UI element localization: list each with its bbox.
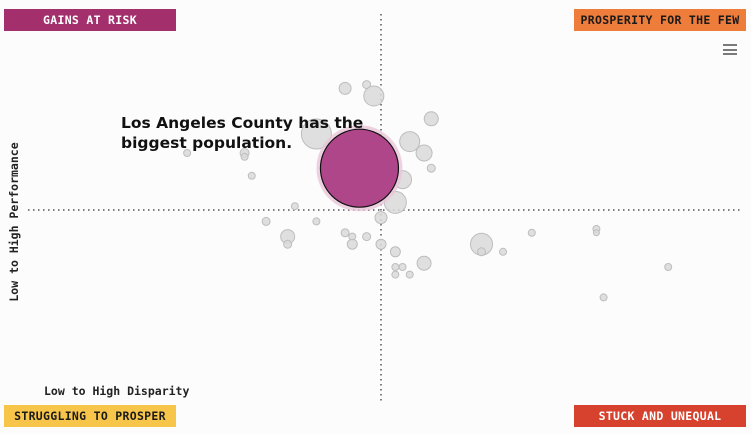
county-point-25[interactable] [375, 238, 387, 250]
county-point-20[interactable] [283, 239, 293, 249]
county-point-4[interactable] [423, 111, 439, 127]
county-point-3[interactable] [363, 85, 385, 107]
county-point-36[interactable] [391, 270, 400, 279]
y-axis-label: Low to High Performance [7, 142, 21, 302]
quadrant-label-gains-at-risk: GAINS AT RISK [4, 9, 176, 31]
quadrant-label-prosperity-for-the-few: PROSPERITY FOR THE FEW [574, 9, 746, 31]
highlight-point-los-angeles-county[interactable] [319, 128, 400, 208]
county-point-33[interactable] [416, 255, 432, 271]
county-point-37[interactable] [405, 270, 414, 279]
county-point-6[interactable] [399, 131, 421, 153]
county-point-7[interactable] [415, 144, 433, 162]
highlight-point-group [316, 125, 403, 212]
county-point-21[interactable] [340, 228, 350, 238]
county-point-5[interactable] [300, 118, 332, 150]
county-point-29[interactable] [499, 247, 508, 256]
county-point-23[interactable] [362, 232, 372, 242]
county-point-26[interactable] [389, 246, 401, 258]
county-point-38[interactable] [664, 263, 673, 271]
county-point-18[interactable] [374, 211, 388, 225]
county-point-39[interactable] [599, 293, 608, 302]
county-point-15[interactable] [290, 202, 299, 211]
county-point-14[interactable] [247, 171, 256, 180]
county-point-28[interactable] [477, 247, 487, 257]
county-point-11[interactable] [183, 149, 192, 157]
county-point-8[interactable] [426, 163, 436, 173]
county-point-1[interactable] [338, 81, 352, 95]
x-axis-label: Low to High Disparity [44, 384, 190, 398]
county-point-35[interactable] [398, 263, 407, 271]
county-point-30[interactable] [527, 228, 536, 237]
county-point-24[interactable] [346, 238, 358, 250]
county-point-13[interactable] [240, 152, 249, 161]
county-point-32[interactable] [592, 229, 600, 237]
county-point-17[interactable] [312, 217, 321, 226]
hamburger-menu-icon[interactable] [723, 44, 737, 56]
quadrant-label-stuck-and-unequal: STUCK AND UNEQUAL [574, 405, 746, 427]
county-point-16[interactable] [261, 216, 271, 226]
quadrant-label-struggling-to-prosper: STRUGGLING TO PROSPER [4, 405, 176, 427]
county-point-34[interactable] [391, 263, 400, 271]
highlight-annotation: Los Angeles County has the biggest popul… [121, 114, 364, 152]
